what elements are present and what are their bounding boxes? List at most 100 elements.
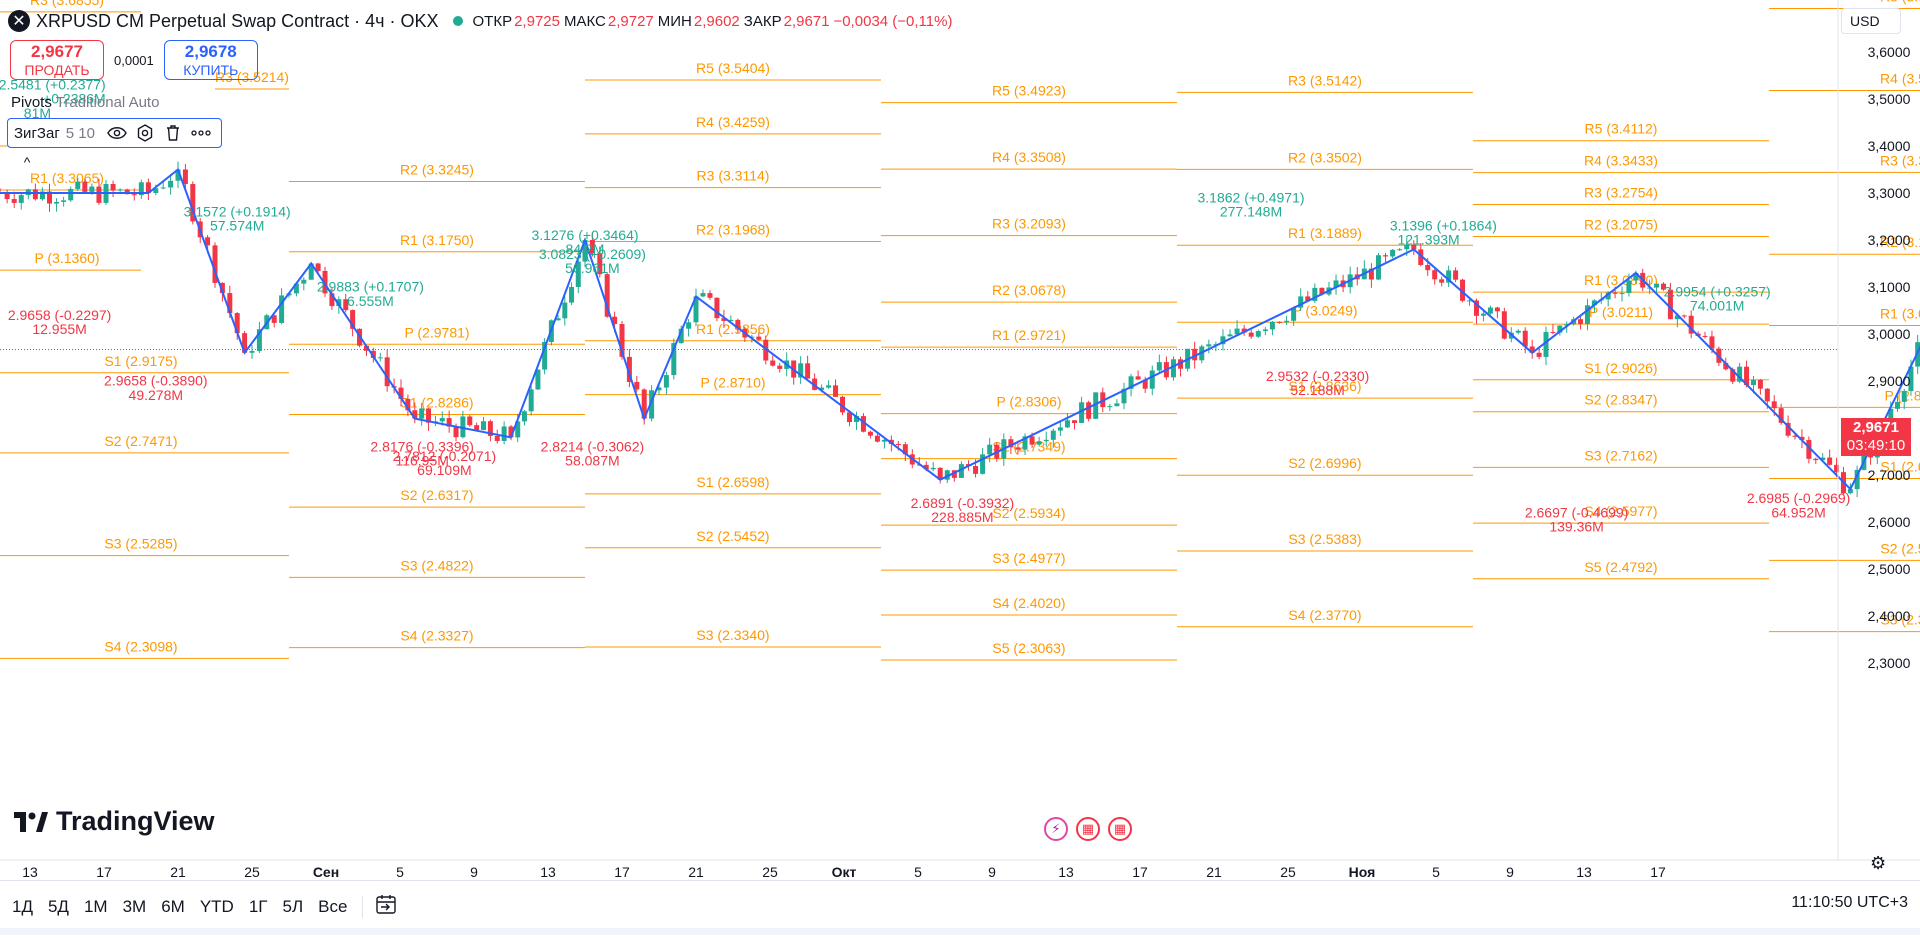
pivot-label: S3 (2.4822) (400, 557, 473, 573)
range-1y[interactable]: 1Г (248, 896, 268, 916)
candle-body (1029, 436, 1035, 445)
x-tick-label: 17 (614, 864, 630, 880)
candle-body (377, 357, 383, 359)
timezone-clock[interactable]: 11:10:50 UTC+3 (1791, 894, 1908, 911)
buy-button[interactable]: 2,9678 КУПИТЬ (163, 40, 258, 80)
chart-settings-gear-icon[interactable]: ⚙ (1870, 853, 1887, 873)
eye-icon[interactable] (105, 122, 129, 144)
toolbar-divider (362, 895, 364, 918)
pivot-label: S5 (2.4792) (1584, 559, 1657, 575)
candle-body (840, 396, 846, 413)
candle-body (1737, 366, 1743, 382)
candle-body (1467, 300, 1473, 302)
range-3m[interactable]: 3М (122, 896, 147, 916)
currency-selector[interactable]: USD (1841, 8, 1901, 34)
candle-body (501, 426, 507, 441)
collapse-legend-button[interactable]: ^ (14, 151, 40, 173)
us-flag-event-icon[interactable]: ▦ (1076, 817, 1100, 841)
zigzag-annotation: 2.8214 (-0.3062) (541, 439, 645, 455)
range-all[interactable]: Все (318, 896, 348, 916)
symbol-title[interactable]: XRPUSD CM Perpetual Swap Contract · 4ч ·… (36, 10, 439, 31)
zigzag-annotation: 2.7812 (-0.2071) (393, 448, 497, 464)
candle-body (124, 189, 130, 195)
candle-body (634, 381, 640, 390)
candle-body (68, 188, 74, 201)
y-tick-label: 2,4000 (1868, 608, 1911, 624)
range-1m[interactable]: 1М (83, 896, 108, 916)
zigzag-annotation: 57.574M (210, 218, 264, 234)
zigzag-annotation: 50.961M (565, 260, 619, 276)
candle-body (1578, 319, 1584, 324)
y-tick-label: 3,0000 (1868, 326, 1911, 342)
pivot-label: R4 (3.4259) (696, 114, 770, 130)
pivot-label: R2 (3.0678) (992, 282, 1066, 298)
us-flag-event-icon[interactable]: ▦ (1108, 817, 1132, 841)
candle-body (1170, 359, 1176, 378)
zigzag-annotation: 3.0823 (+0.2609) (539, 246, 646, 262)
candle-body (555, 318, 561, 321)
candle-body (205, 237, 211, 246)
sell-button[interactable]: 2,9677 ПРОДАТЬ (10, 40, 104, 80)
candle-body (1750, 379, 1756, 386)
zigzag-polyline (0, 167, 1920, 491)
candle-body (481, 421, 487, 431)
tradingview-logo[interactable]: TradingView (14, 806, 215, 837)
candle-body (1079, 402, 1085, 423)
candle-body (1515, 330, 1521, 333)
range-5y[interactable]: 5Л (282, 896, 304, 916)
date-range-calendar-icon[interactable] (375, 893, 399, 920)
pivot-label: R2 (3.3502) (1288, 149, 1362, 165)
pivot-label: R1 (3.1889) (1288, 225, 1362, 241)
trash-icon[interactable] (161, 122, 185, 144)
candle-body (1072, 420, 1078, 423)
candle-body (958, 464, 964, 478)
x-tick-label: 17 (1132, 864, 1148, 880)
lightning-event-icon[interactable]: ⚡ (1044, 817, 1068, 841)
pivot-label: S4 (2.3770) (1288, 607, 1361, 623)
zigzag-annotation: 58.087M (565, 453, 619, 469)
more-icon[interactable] (189, 122, 213, 144)
zigzag-annotation: 49.278M (129, 387, 183, 403)
candle-body (770, 360, 776, 366)
candle-body (663, 375, 669, 388)
range-ytd[interactable]: YTD (199, 896, 234, 916)
y-tick-label: 2,7000 (1868, 467, 1911, 483)
candle-body (1291, 307, 1297, 321)
candle-body (1557, 325, 1563, 333)
candle-body (707, 293, 713, 298)
range-5d[interactable]: 5Д (47, 896, 69, 916)
range-1d[interactable]: 1Д (12, 896, 33, 916)
buy-label: КУПИТЬ (183, 62, 239, 78)
x-tick-label: Ноя (1349, 864, 1376, 880)
zigzag-annotation: 3.1276 (+0.3464) (531, 227, 638, 243)
zigzag-annotation: 121.393M (1397, 232, 1459, 248)
candle-body (1008, 439, 1014, 448)
pivot-label: S4 (2.3098) (104, 638, 177, 654)
candle-body (18, 195, 24, 203)
settings-icon[interactable] (133, 122, 157, 144)
x-tick-label: 13 (1058, 864, 1074, 880)
candle-body (700, 293, 706, 297)
zigzag-annotation: 2.9658 (-0.3890) (104, 373, 208, 389)
range-6m[interactable]: 6М (161, 896, 185, 916)
pivots-indicator-legend[interactable]: Pivots Traditional Auto (11, 94, 159, 111)
x-tick-label: 9 (470, 864, 478, 880)
candle-body (1667, 289, 1673, 320)
candle-body (1453, 270, 1459, 280)
candle-body (980, 454, 986, 474)
candle-body (1591, 300, 1597, 306)
pivot-label: R4 (3.3508) (992, 149, 1066, 165)
candle-body (160, 187, 166, 189)
candle-body (329, 293, 335, 307)
candle-body (1383, 255, 1389, 257)
candle-body (1702, 335, 1708, 337)
candle-body (1446, 270, 1452, 283)
candle-body (1626, 280, 1632, 293)
zigzag-indicator-legend[interactable]: ЗигЗаг 5 10 (7, 118, 222, 148)
candle-body (1820, 457, 1826, 461)
candle-body (11, 199, 17, 203)
pivot-label: P (3.0249) (1292, 302, 1357, 318)
candle-body (937, 467, 943, 480)
